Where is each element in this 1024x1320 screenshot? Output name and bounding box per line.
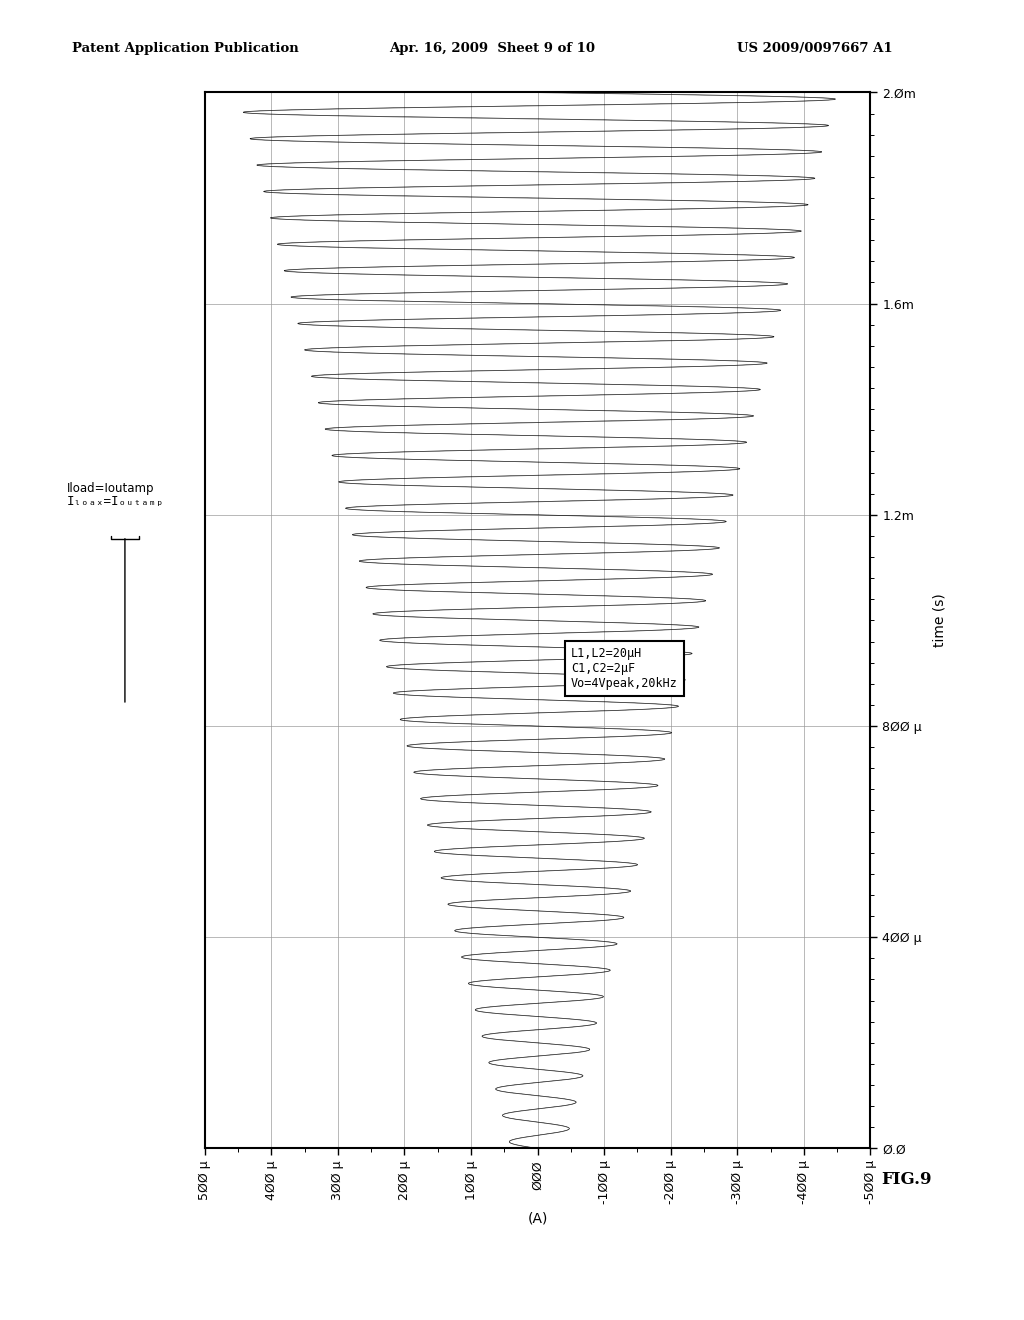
- Text: US 2009/0097667 A1: US 2009/0097667 A1: [737, 42, 893, 55]
- Text: Patent Application Publication: Patent Application Publication: [72, 42, 298, 55]
- Text: L1,L2=20μH
C1,C2=2μF
Vo=4Vpeak,20kHz: L1,L2=20μH C1,C2=2μF Vo=4Vpeak,20kHz: [571, 647, 678, 690]
- Text: Iload=Ioutamp: Iload=Ioutamp: [67, 482, 154, 495]
- Text: FIG.9: FIG.9: [882, 1171, 932, 1188]
- Y-axis label: time (s): time (s): [933, 594, 947, 647]
- Text: Iₗₒₐₓ=Iₒᵤₜₐₘₚ: Iₗₒₐₓ=Iₒᵤₜₐₘₚ: [67, 495, 164, 508]
- X-axis label: (A): (A): [527, 1212, 548, 1225]
- Text: Apr. 16, 2009  Sheet 9 of 10: Apr. 16, 2009 Sheet 9 of 10: [389, 42, 595, 55]
